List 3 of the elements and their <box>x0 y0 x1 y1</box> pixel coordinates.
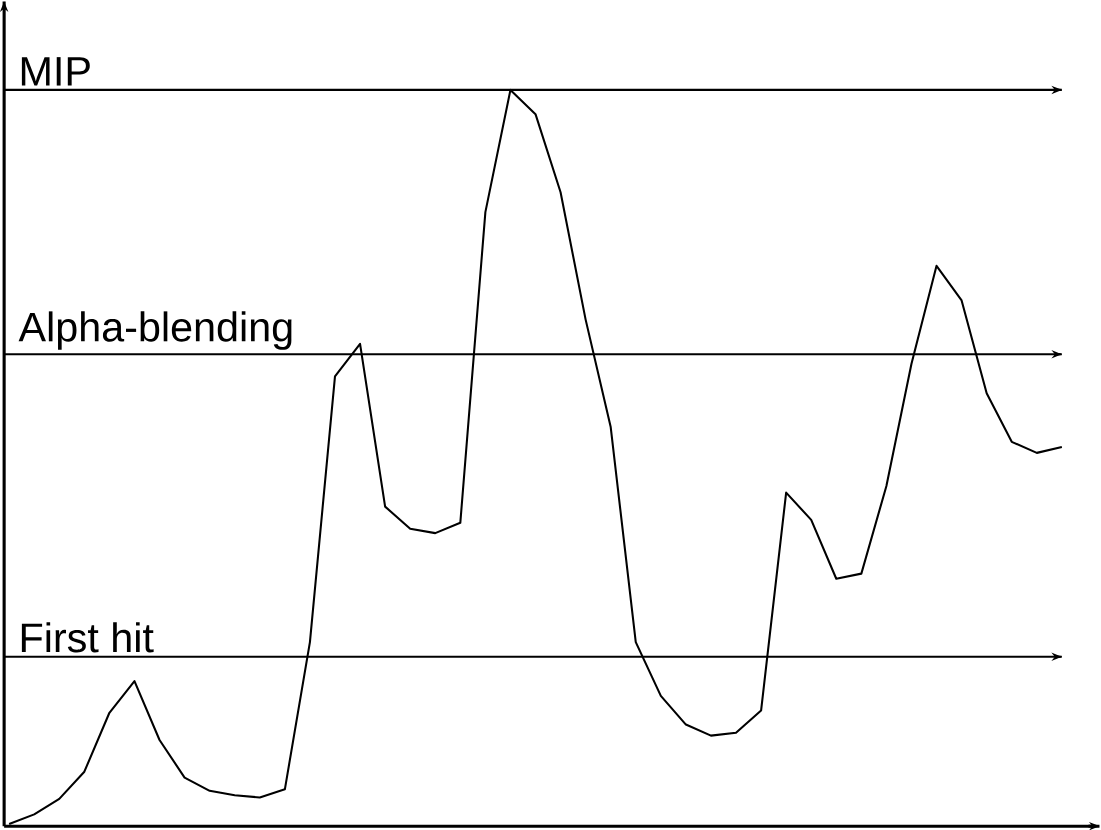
ref-line-label: MIP <box>21 56 90 86</box>
ref-line-label: Alpha-blending <box>18 311 292 350</box>
ref-line-label: First hit <box>21 621 154 653</box>
